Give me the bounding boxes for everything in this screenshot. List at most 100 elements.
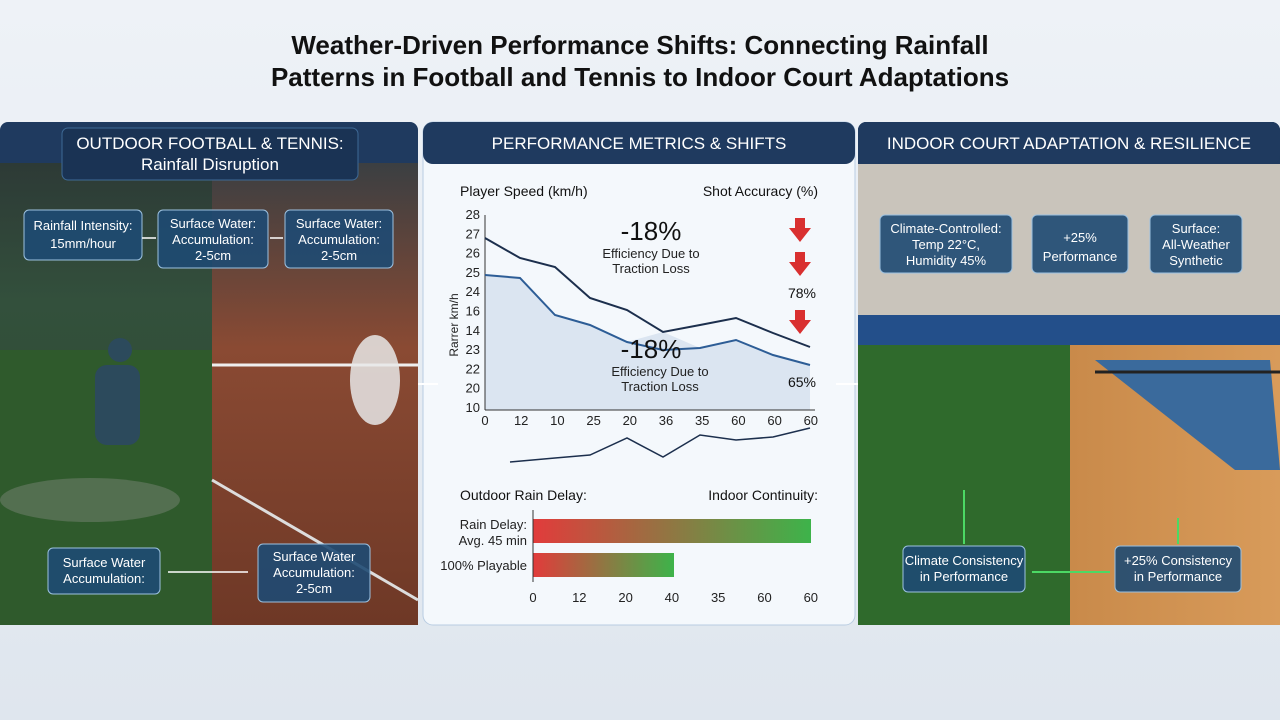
line [509, 427, 811, 463]
bars-title: Outdoor Rain Delay: [460, 487, 587, 503]
y-tick-label: 10 [466, 400, 480, 415]
title: Patterns in Football and Tennis to Indoo… [271, 62, 1009, 92]
callout-text: Surface Water [63, 555, 146, 570]
callout [47, 547, 161, 595]
callout-text: Surface: [1172, 221, 1220, 236]
title: Weather-Driven Performance Shifts: Conne… [291, 30, 988, 60]
y-tick-label: 14 [466, 323, 480, 338]
callout-text: Humidity 45% [906, 253, 987, 268]
callout-text: Surface Water: [296, 216, 382, 231]
callout-text: Accumulation: [273, 565, 355, 580]
callout [1031, 214, 1129, 274]
panel-heading: PERFORMANCE METRICS & SHIFTS [492, 134, 787, 153]
annotation-value: -18% [621, 334, 682, 364]
callout-text: Accumulation: [172, 232, 254, 247]
callout [1149, 214, 1243, 274]
y-tick-label: 28 [466, 207, 480, 222]
callout-text: in Performance [1134, 569, 1222, 584]
callout-text: Accumulation: [63, 571, 145, 586]
y-ticks: 28 27 26 25 24 16 14 23 22 20 10 [466, 207, 480, 415]
x-tick-label: 60 [757, 590, 771, 605]
callout [1114, 545, 1242, 593]
callout-text: 2-5cm [195, 248, 231, 263]
bar-label: Rain Delay: [460, 517, 527, 532]
callout [879, 214, 1013, 274]
bar-ticks: 0 12 20 40 35 60 60 [529, 590, 818, 605]
player [108, 338, 132, 362]
accuracy-label: 78% [788, 285, 816, 301]
x-tick-label: 20 [623, 413, 637, 428]
y-tick-label: 23 [466, 342, 480, 357]
panel-heading: OUTDOOR FOOTBALL & TENNIS: [76, 134, 343, 153]
x-tick-label: 60 [731, 413, 745, 428]
callout-text: Performance [1043, 249, 1117, 264]
down-arrow [789, 218, 811, 334]
player [95, 365, 140, 445]
puddle [0, 478, 180, 522]
y-tick-label: 26 [466, 246, 480, 261]
heading-box [423, 122, 855, 164]
x-ticks: 0 12 10 25 20 36 35 60 60 60 [481, 413, 818, 428]
player-rain [350, 335, 400, 425]
axis-title: Player Speed (km/h) [460, 183, 588, 199]
panel-heading: INDOOR COURT ADAPTATION & RESILIENCE [887, 134, 1251, 153]
callout-text: Temp 22°C, [912, 237, 980, 252]
line [484, 274, 811, 366]
annotation-text: Efficiency Due to [611, 364, 708, 379]
callout [902, 545, 1026, 593]
x-tick-label: 12 [514, 413, 528, 428]
callout-text: 15mm/hour [50, 236, 116, 251]
heading-box [61, 127, 359, 181]
arrow [963, 490, 1179, 573]
callout [157, 209, 269, 269]
y-tick-label: 20 [466, 381, 480, 396]
callout-text: +25% [1063, 230, 1097, 245]
x-tick-label: 12 [572, 590, 586, 605]
y-tick-label: 27 [466, 226, 480, 241]
x-tick-label: 60 [804, 413, 818, 428]
area [485, 275, 810, 410]
bar-label: 100% Playable [440, 558, 527, 573]
callout-text: Surface Water [273, 549, 356, 564]
y-tick-label: 16 [466, 304, 480, 319]
bar-label: Avg. 45 min [459, 533, 527, 548]
callout-text: All-Weather [1162, 237, 1230, 252]
annotation-value: -18% [621, 216, 682, 246]
callout-text: Rainfall Intensity: [34, 218, 133, 233]
x-tick-label: 0 [481, 413, 488, 428]
x-tick-label: 20 [618, 590, 632, 605]
annotation-text: Efficiency Due to [602, 246, 699, 261]
callout-text: Synthetic [1169, 253, 1223, 268]
accuracy-label: 65% [788, 374, 816, 390]
callout [284, 209, 394, 269]
tennis-court [1095, 360, 1280, 470]
x-tick-label: 36 [659, 413, 673, 428]
y-tick-label: 22 [466, 361, 480, 376]
callout-text: 2-5cm [296, 581, 332, 596]
right-panel: INDOOR COURT ADAPTATION & RESILIENCE Cli… [858, 122, 1280, 625]
y-tick-label: 25 [466, 265, 480, 280]
y-tick-label: 24 [466, 284, 480, 299]
x-tick-label: 10 [550, 413, 564, 428]
line [484, 237, 811, 348]
callout-text: Accumulation: [298, 232, 380, 247]
callout [23, 209, 143, 261]
middle-panel: PERFORMANCE METRICS & SHIFTS Player Spee… [422, 121, 856, 626]
callout [257, 543, 371, 603]
x-tick-label: 0 [529, 590, 536, 605]
callout-text: Climate Consistency [905, 553, 1024, 568]
annotation-text: Traction Loss [621, 379, 699, 394]
callout-text: +25% Consistency [1124, 553, 1233, 568]
left-panel: OUTDOOR FOOTBALL & TENNIS: Rainfall Disr… [0, 122, 419, 625]
x-tick-label: 25 [586, 413, 600, 428]
arrow [142, 237, 283, 573]
x-tick-label: 35 [711, 590, 725, 605]
axis-title: Shot Accuracy (%) [703, 183, 818, 199]
x-tick-label: 35 [695, 413, 709, 428]
bar [533, 519, 811, 543]
x-tick-label: 60 [804, 590, 818, 605]
callout-text: Surface Water: [170, 216, 256, 231]
callout-text: in Performance [920, 569, 1008, 584]
